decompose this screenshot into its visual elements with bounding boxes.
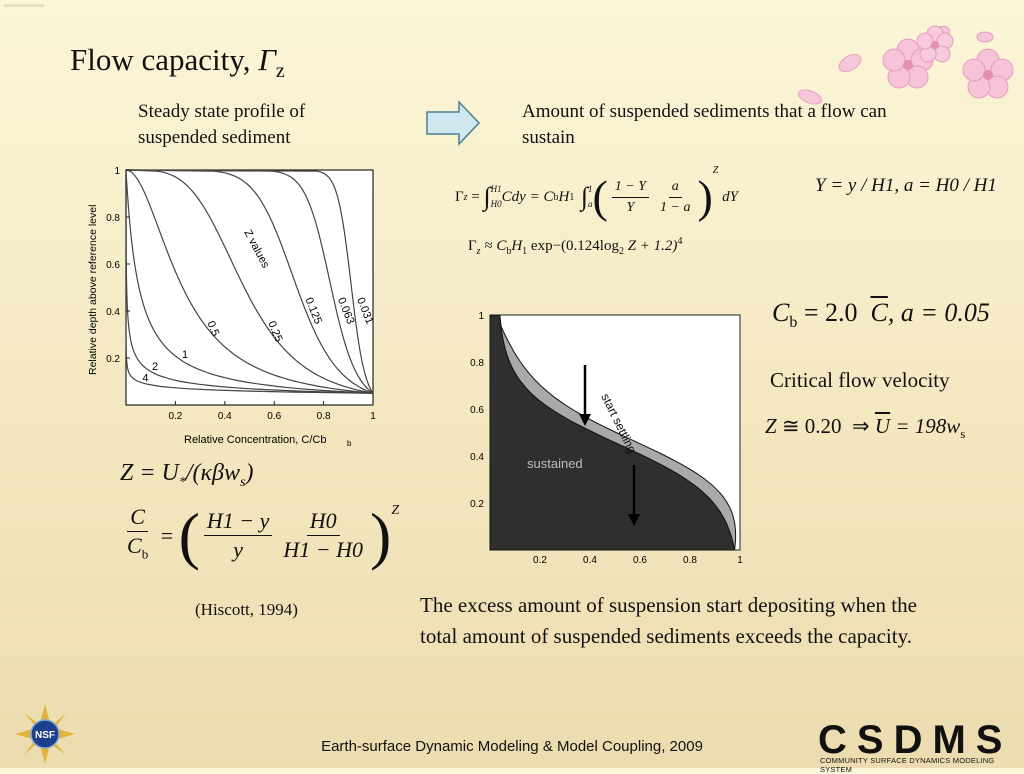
csdms-logo-subtitle: COMMUNITY SURFACE DYNAMICS MODELING SYST… <box>820 756 995 774</box>
left-caption: Steady state profile of suspended sedime… <box>138 101 306 148</box>
eq-critical-velocity: Z ≅ 0.20 ⇒ U = 198ws <box>765 414 966 442</box>
chart1-curve <box>125 170 374 394</box>
chart1-curve-label: 2 <box>152 361 158 373</box>
footer-text: Earth-surface Dynamic Modeling & Model C… <box>321 738 703 755</box>
chart1-xtick-label: 0.2 <box>168 411 182 422</box>
chart2-arrow-1-head <box>579 414 591 426</box>
blossom-flower-3 <box>962 48 1014 99</box>
conclusion-text: The excess amount of suspension start de… <box>420 593 917 648</box>
eq-gamma-approx: Γz ≈ CbH1 exp−(0.124log2 Z + 1.2)4 <box>468 236 683 257</box>
nsf-logo: NSF <box>15 704 75 764</box>
chart2-sustained-region <box>489 314 736 551</box>
chart1-curve-label: 0.5 <box>204 319 221 338</box>
chart1-curve <box>125 169 374 394</box>
chart1-ytick-label: 0.8 <box>106 213 120 224</box>
chart1-curves <box>125 169 374 394</box>
chart1-xtick-label: 0.4 <box>218 411 232 422</box>
chart1-ytick-label: 0.2 <box>106 354 120 365</box>
chart2-ytick-label: 0.4 <box>470 452 484 463</box>
chart1-curve-label: 1 <box>182 349 188 361</box>
chart2-ytick-label: 0.8 <box>470 358 484 369</box>
chart1-ytick-label: 0.4 <box>106 307 120 318</box>
eq-definitions: Y = y / H1, a = H0 / H1 <box>815 175 997 196</box>
chart1-ylabel: Relative depth above reference level <box>87 205 99 375</box>
chart1-xlabel: Relative Concentration, C/Cb <box>184 434 326 446</box>
chart2-arrow-2-head <box>628 514 640 526</box>
page-title: Flow capacity, Γz <box>70 42 285 83</box>
chart2-xtick-label: 0.6 <box>633 555 647 565</box>
chart2-ytick-label: 0.2 <box>470 499 484 510</box>
blossom-flower-2 <box>916 25 954 63</box>
title-symbol: Γ <box>258 42 276 77</box>
svg-text:NSF: NSF <box>35 730 55 741</box>
chart1-ytick-label: 1 <box>114 166 120 177</box>
z-profile-chart: 0.2 0.4 0.6 0.8 10.20.40.60.81 0.0310.0630.1… <box>87 166 376 448</box>
chart1-curve-label: 4 <box>142 373 148 385</box>
chart2-ytick-label: 1 <box>478 311 484 322</box>
chart2-xtick-label: 1 <box>737 555 743 565</box>
chart1-xlabel-sub: b <box>347 439 352 448</box>
right-caption: Amount of suspended sediments that a flo… <box>522 101 887 148</box>
chart1-ticks: 0.2 0.4 0.6 0.8 1 0.2 0.4 0.6 0.8 1 <box>106 166 376 422</box>
chart2-xtick-label: 0.2 <box>533 555 547 565</box>
eq-z-definition: Z = U*/(κβws) <box>120 460 254 490</box>
chart1-xtick-label: 0.6 <box>267 411 281 422</box>
right-arrow-icon <box>426 100 481 146</box>
citation: (Hiscott, 1994) <box>195 600 298 619</box>
critical-velocity-label: Critical flow velocity <box>770 368 950 392</box>
chart1-curve <box>125 169 374 394</box>
chart1-frame <box>125 169 374 406</box>
title-subscript: z <box>275 60 285 83</box>
chart1-curve <box>125 169 374 394</box>
chart1-xtick-label: 1 <box>370 411 376 422</box>
capacity-chart: 0.2 0.4 0.6 0.8 10.20.40.60.81 sustained sta… <box>470 311 743 565</box>
csdms-logo: CSDMS <box>818 718 1013 762</box>
eq-cb-values: Cb = 2.0 C, a = 0.05 <box>772 298 990 332</box>
chart1-xtick-label: 0.8 <box>317 411 331 422</box>
title-text: Flow capacity, <box>70 42 259 77</box>
chart2-xtick-label: 0.4 <box>583 555 597 565</box>
corner-mark <box>4 4 44 7</box>
chart1-ytick-label: 0.6 <box>106 260 120 271</box>
chart1-curve <box>125 169 374 394</box>
blossom-decoration <box>798 25 1014 105</box>
chart1-curve <box>125 169 374 394</box>
blossom-flower-1 <box>882 38 934 89</box>
chart2-ytick-label: 0.6 <box>470 405 484 416</box>
chart2-label-sustained: sustained <box>527 456 583 471</box>
chart2-xtick-label: 0.8 <box>683 555 697 565</box>
chart1-curve <box>125 169 374 394</box>
chart2-ticks: 0.2 0.4 0.6 0.8 1 0.2 0.4 0.6 0.8 1 <box>470 311 743 565</box>
